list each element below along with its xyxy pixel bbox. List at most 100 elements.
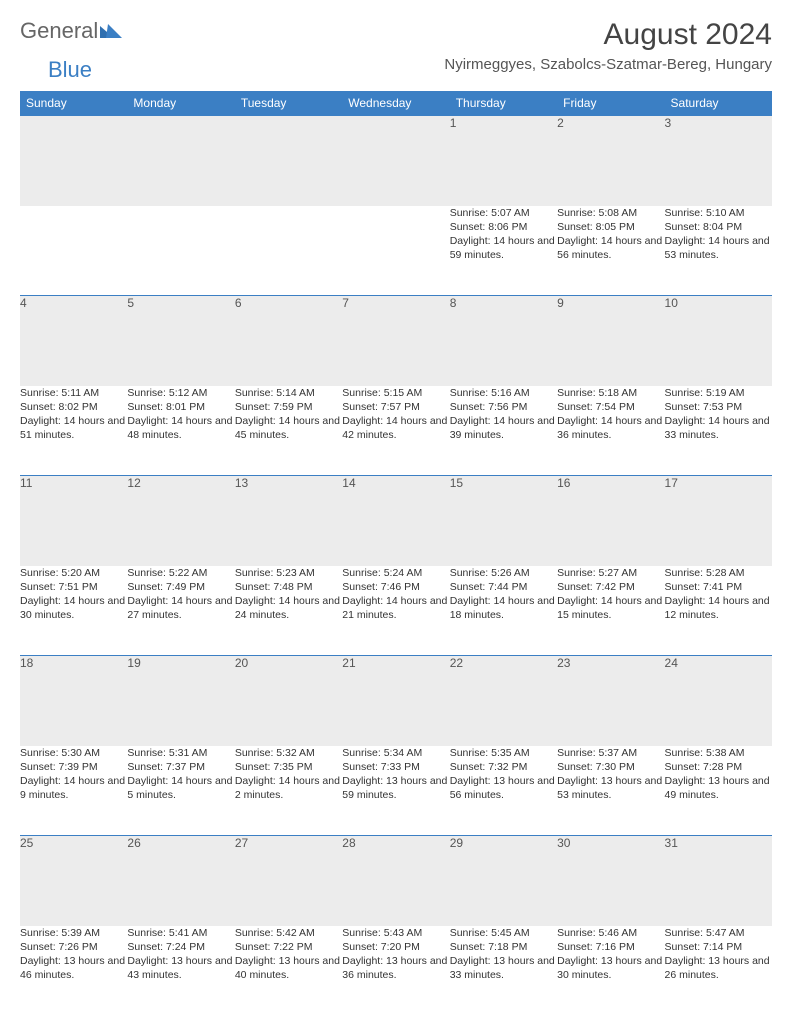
day-detail: Sunrise: 5:30 AMSunset: 7:39 PMDaylight:… bbox=[20, 746, 127, 836]
sunrise-text: Sunrise: 5:18 AM bbox=[557, 386, 664, 400]
daynum-row: 123 bbox=[20, 116, 772, 206]
brand-part2: Blue bbox=[48, 57, 92, 83]
sunset-text: Sunset: 7:56 PM bbox=[450, 400, 557, 414]
sunset-text: Sunset: 7:33 PM bbox=[342, 760, 449, 774]
sunrise-text: Sunrise: 5:15 AM bbox=[342, 386, 449, 400]
day-detail: Sunrise: 5:45 AMSunset: 7:18 PMDaylight:… bbox=[450, 926, 557, 1016]
sunrise-text: Sunrise: 5:10 AM bbox=[665, 206, 772, 220]
sunrise-text: Sunrise: 5:08 AM bbox=[557, 206, 664, 220]
sunrise-text: Sunrise: 5:27 AM bbox=[557, 566, 664, 580]
day-number: 10 bbox=[665, 296, 772, 386]
day-number: 13 bbox=[235, 476, 342, 566]
sunrise-text: Sunrise: 5:26 AM bbox=[450, 566, 557, 580]
location-text: Nyirmeggyes, Szabolcs-Szatmar-Bereg, Hun… bbox=[444, 56, 772, 73]
day-number: 17 bbox=[665, 476, 772, 566]
daylight-text: Daylight: 14 hours and 27 minutes. bbox=[127, 594, 234, 622]
daylight-text: Daylight: 14 hours and 2 minutes. bbox=[235, 774, 342, 802]
day-number: 19 bbox=[127, 656, 234, 746]
sunset-text: Sunset: 7:22 PM bbox=[235, 940, 342, 954]
sunset-text: Sunset: 7:49 PM bbox=[127, 580, 234, 594]
sunset-text: Sunset: 7:41 PM bbox=[665, 580, 772, 594]
daylight-text: Daylight: 14 hours and 9 minutes. bbox=[20, 774, 127, 802]
day-detail: Sunrise: 5:35 AMSunset: 7:32 PMDaylight:… bbox=[450, 746, 557, 836]
sunrise-text: Sunrise: 5:12 AM bbox=[127, 386, 234, 400]
day-number: 18 bbox=[20, 656, 127, 746]
sunset-text: Sunset: 7:42 PM bbox=[557, 580, 664, 594]
sunrise-text: Sunrise: 5:24 AM bbox=[342, 566, 449, 580]
day-number: 7 bbox=[342, 296, 449, 386]
day-number: 5 bbox=[127, 296, 234, 386]
daylight-text: Daylight: 14 hours and 39 minutes. bbox=[450, 414, 557, 442]
day-number: 31 bbox=[665, 836, 772, 926]
daylight-text: Daylight: 14 hours and 21 minutes. bbox=[342, 594, 449, 622]
sunrise-text: Sunrise: 5:42 AM bbox=[235, 926, 342, 940]
daylight-text: Daylight: 14 hours and 18 minutes. bbox=[450, 594, 557, 622]
day-detail: Sunrise: 5:42 AMSunset: 7:22 PMDaylight:… bbox=[235, 926, 342, 1016]
day-detail: Sunrise: 5:27 AMSunset: 7:42 PMDaylight:… bbox=[557, 566, 664, 656]
daynum-row: 11121314151617 bbox=[20, 476, 772, 566]
day-detail: Sunrise: 5:19 AMSunset: 7:53 PMDaylight:… bbox=[665, 386, 772, 476]
daylight-text: Daylight: 13 hours and 53 minutes. bbox=[557, 774, 664, 802]
sunrise-text: Sunrise: 5:47 AM bbox=[665, 926, 772, 940]
day-detail: Sunrise: 5:20 AMSunset: 7:51 PMDaylight:… bbox=[20, 566, 127, 656]
day-detail: Sunrise: 5:10 AMSunset: 8:04 PMDaylight:… bbox=[665, 206, 772, 296]
detail-row: Sunrise: 5:39 AMSunset: 7:26 PMDaylight:… bbox=[20, 926, 772, 1016]
daylight-text: Daylight: 13 hours and 30 minutes. bbox=[557, 954, 664, 982]
sunset-text: Sunset: 7:39 PM bbox=[20, 760, 127, 774]
detail-row: Sunrise: 5:20 AMSunset: 7:51 PMDaylight:… bbox=[20, 566, 772, 656]
sunset-text: Sunset: 7:44 PM bbox=[450, 580, 557, 594]
daynum-row: 45678910 bbox=[20, 296, 772, 386]
month-title: August 2024 bbox=[444, 18, 772, 52]
day-number: 6 bbox=[235, 296, 342, 386]
day-number: 2 bbox=[557, 116, 664, 206]
day-detail: Sunrise: 5:26 AMSunset: 7:44 PMDaylight:… bbox=[450, 566, 557, 656]
brand-part1: General bbox=[20, 18, 98, 44]
day-detail: Sunrise: 5:31 AMSunset: 7:37 PMDaylight:… bbox=[127, 746, 234, 836]
sunset-text: Sunset: 8:04 PM bbox=[665, 220, 772, 234]
detail-row: Sunrise: 5:11 AMSunset: 8:02 PMDaylight:… bbox=[20, 386, 772, 476]
day-number: 8 bbox=[450, 296, 557, 386]
sunrise-text: Sunrise: 5:32 AM bbox=[235, 746, 342, 760]
weekday-header: Wednesday bbox=[342, 91, 449, 116]
daylight-text: Daylight: 14 hours and 30 minutes. bbox=[20, 594, 127, 622]
sunset-text: Sunset: 7:24 PM bbox=[127, 940, 234, 954]
sunrise-text: Sunrise: 5:31 AM bbox=[127, 746, 234, 760]
daylight-text: Daylight: 14 hours and 42 minutes. bbox=[342, 414, 449, 442]
day-number: 21 bbox=[342, 656, 449, 746]
day-number: 16 bbox=[557, 476, 664, 566]
sunset-text: Sunset: 7:35 PM bbox=[235, 760, 342, 774]
daylight-text: Daylight: 14 hours and 36 minutes. bbox=[557, 414, 664, 442]
day-detail bbox=[20, 206, 127, 296]
day-detail: Sunrise: 5:14 AMSunset: 7:59 PMDaylight:… bbox=[235, 386, 342, 476]
sunrise-text: Sunrise: 5:30 AM bbox=[20, 746, 127, 760]
daylight-text: Daylight: 14 hours and 51 minutes. bbox=[20, 414, 127, 442]
day-number: 28 bbox=[342, 836, 449, 926]
day-number: 30 bbox=[557, 836, 664, 926]
sunset-text: Sunset: 7:28 PM bbox=[665, 760, 772, 774]
day-number: 12 bbox=[127, 476, 234, 566]
sunrise-text: Sunrise: 5:07 AM bbox=[450, 206, 557, 220]
weekday-header: Thursday bbox=[450, 91, 557, 116]
daylight-text: Daylight: 14 hours and 12 minutes. bbox=[665, 594, 772, 622]
daylight-text: Daylight: 14 hours and 33 minutes. bbox=[665, 414, 772, 442]
sunrise-text: Sunrise: 5:34 AM bbox=[342, 746, 449, 760]
daylight-text: Daylight: 14 hours and 5 minutes. bbox=[127, 774, 234, 802]
sunrise-text: Sunrise: 5:20 AM bbox=[20, 566, 127, 580]
calendar-table: Sunday Monday Tuesday Wednesday Thursday… bbox=[20, 91, 772, 1016]
day-detail bbox=[235, 206, 342, 296]
sunrise-text: Sunrise: 5:28 AM bbox=[665, 566, 772, 580]
day-number: 14 bbox=[342, 476, 449, 566]
day-detail: Sunrise: 5:11 AMSunset: 8:02 PMDaylight:… bbox=[20, 386, 127, 476]
daylight-text: Daylight: 14 hours and 45 minutes. bbox=[235, 414, 342, 442]
sunset-text: Sunset: 7:18 PM bbox=[450, 940, 557, 954]
brand-triangle-icon bbox=[100, 18, 122, 44]
sunrise-text: Sunrise: 5:37 AM bbox=[557, 746, 664, 760]
sunset-text: Sunset: 8:01 PM bbox=[127, 400, 234, 414]
daylight-text: Daylight: 14 hours and 59 minutes. bbox=[450, 234, 557, 262]
sunset-text: Sunset: 7:30 PM bbox=[557, 760, 664, 774]
day-number bbox=[127, 116, 234, 206]
day-detail: Sunrise: 5:37 AMSunset: 7:30 PMDaylight:… bbox=[557, 746, 664, 836]
day-number bbox=[20, 116, 127, 206]
sunrise-text: Sunrise: 5:19 AM bbox=[665, 386, 772, 400]
sunset-text: Sunset: 7:32 PM bbox=[450, 760, 557, 774]
